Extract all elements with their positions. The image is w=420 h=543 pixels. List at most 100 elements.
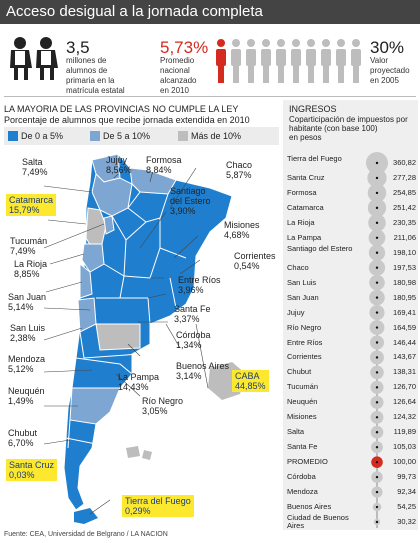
income-bubble-dot: [375, 341, 379, 344]
region-la-pampa: [95, 323, 141, 351]
argentina-map: [43, 153, 246, 524]
region-san-juan: [79, 262, 93, 299]
stat-projected-value: 30%: [370, 38, 405, 57]
stat-students-text: millones de alumnos de primaria en la matrí…: [66, 56, 125, 95]
label-santa-fe: Santa Fe 3,37%: [174, 304, 211, 324]
region-tucuman: [103, 215, 115, 235]
stat-average-value: 5,73%: [160, 38, 209, 57]
person-icon: [336, 39, 346, 83]
label-tierra-del-fuego: Tierra del Fuego 0,29%: [122, 495, 194, 517]
income-row-label: Formosa: [287, 187, 317, 197]
legend-item-5-10: De 5 a 10%: [90, 131, 150, 141]
label-entre-rios: Entre Ríos 3,96%: [178, 275, 221, 295]
person-icon: [351, 39, 361, 83]
person-icon: [276, 39, 286, 83]
label-santiago-del-estero: Santiago del Estero 3,90%: [170, 186, 211, 216]
page-title: Acceso desigual a la jornada completa: [6, 3, 263, 20]
person-icon: [261, 39, 271, 83]
label-san-luis: San Luis 2,38%: [10, 323, 46, 343]
income-row-label: La Rioja: [287, 217, 315, 227]
income-row-label: La Pampa: [287, 232, 322, 242]
income-row-label: San Luis: [287, 277, 317, 287]
leader-lines: [43, 167, 209, 515]
income-row-value: 251,42: [393, 202, 416, 212]
label-chubut: Chubut 6,70%: [8, 428, 38, 448]
income-row-value: 230,35: [393, 217, 416, 227]
label-mendoza: Mendoza 5,12%: [8, 354, 46, 374]
income-row-label: Chubut: [287, 367, 312, 377]
islands: [126, 446, 152, 460]
stat-students-value: 3,5: [66, 38, 90, 57]
income-bubble-dot: [375, 161, 379, 165]
income-bubble-dot: [375, 371, 379, 374]
income-subtitle: Coparticipación de impuestos por habitant…: [289, 115, 408, 142]
income-row-label: Catamarca: [287, 202, 324, 212]
source-note: Fuente: CEA, Universidad de Belgrano / L…: [4, 531, 168, 538]
income-row-label: Córdoba: [287, 472, 316, 482]
income-row-label: Ciudad de Buenos Aires: [287, 513, 349, 530]
region-la-rioja: [81, 243, 105, 273]
label-la-rioja: La Rioja 8,85%: [14, 259, 48, 279]
person-icon: [216, 39, 226, 83]
income-row-value: 180,95: [393, 292, 416, 302]
income-row-value: 30,32: [397, 517, 416, 526]
income-row-value: 277,28: [393, 172, 416, 182]
legend-item-0-5: De 0 a 5%: [8, 131, 63, 141]
stat-average-text: Promedio nacional alcanzado en 2010: [160, 56, 197, 95]
income-bubble-dot: [375, 431, 379, 434]
income-row-value: 180,98: [393, 277, 416, 287]
income-bubble-dot: [375, 401, 379, 404]
income-row-value: 143,67: [393, 352, 416, 362]
income-row-value: 119,89: [393, 427, 416, 437]
title-bar: Acceso desigual a la jornada completa: [0, 0, 420, 24]
income-row-value: 126,64: [393, 397, 416, 407]
income-row-value: 126,70: [393, 382, 416, 392]
income-bubble-dot: [375, 386, 379, 389]
label-tucuman: Tucumán 7,49%: [10, 236, 48, 256]
income-row-value: 100,00: [393, 457, 416, 467]
income-row-value: 105,03: [393, 442, 416, 452]
income-row-label: Entre Ríos: [287, 337, 323, 347]
income-bubble-dot: [375, 281, 379, 284]
legend-item-10-plus: Más de 10%: [178, 131, 241, 141]
income-row-label: Buenos Aires: [287, 502, 332, 512]
label-san-juan: San Juan 5,14%: [8, 292, 47, 312]
income-bubble-dot: [375, 475, 379, 479]
income-row-label: Santa Fe: [287, 442, 318, 452]
income-row-label: Chaco: [287, 262, 309, 272]
income-bubble-chart: [366, 152, 388, 528]
province-borders: [65, 183, 187, 449]
income-row-label: Neuquén: [287, 397, 318, 407]
income-row-label: Mendoza: [287, 487, 318, 497]
income-row-value: 99,73: [397, 472, 416, 482]
income-row-value: 198,10: [393, 247, 416, 257]
label-neuquen: Neuquén 1,49%: [8, 386, 45, 406]
section-divider: [4, 96, 416, 97]
income-bubble-dot: [375, 191, 379, 195]
income-row-label: Río Negro: [287, 322, 322, 332]
map-heading: LA MAYORIA DE LAS PROVINCIAS NO CUMPLE L…: [4, 104, 250, 125]
income-row-value: 211,06: [393, 232, 416, 242]
person-icon: [306, 39, 316, 83]
income-bubble-dot: [375, 266, 379, 269]
income-bubble-dot: [375, 206, 379, 210]
region-tierra-del-fuego: [74, 508, 98, 524]
income-row-label: Santiago del Estero: [287, 243, 353, 253]
label-salta: Salta 7,49%: [22, 157, 48, 177]
income-row-value: 254,85: [393, 187, 416, 197]
income-row-label: Misiones: [287, 412, 317, 422]
income-row-label: Santa Cruz: [287, 172, 325, 182]
people-icons: [216, 39, 361, 83]
income-bubble-dot: [375, 416, 379, 419]
income-row-label: San Juan: [287, 292, 319, 302]
income-row-value: 169,41: [393, 307, 416, 317]
label-chaco: Chaco 5,87%: [226, 160, 253, 180]
income-bubble-dot: [375, 326, 379, 329]
stat-projected-text: Valor proyectado en 2005: [370, 56, 410, 85]
income-bubble-dot: [375, 311, 379, 314]
children-icon: [10, 37, 58, 80]
income-bubble-dot: [375, 176, 379, 180]
income-row-label: PROMEDIO: [287, 457, 328, 467]
income-panel: INGRESOS Coparticipación de impuestos po…: [283, 100, 418, 530]
income-row-value: 92,34: [397, 487, 416, 497]
